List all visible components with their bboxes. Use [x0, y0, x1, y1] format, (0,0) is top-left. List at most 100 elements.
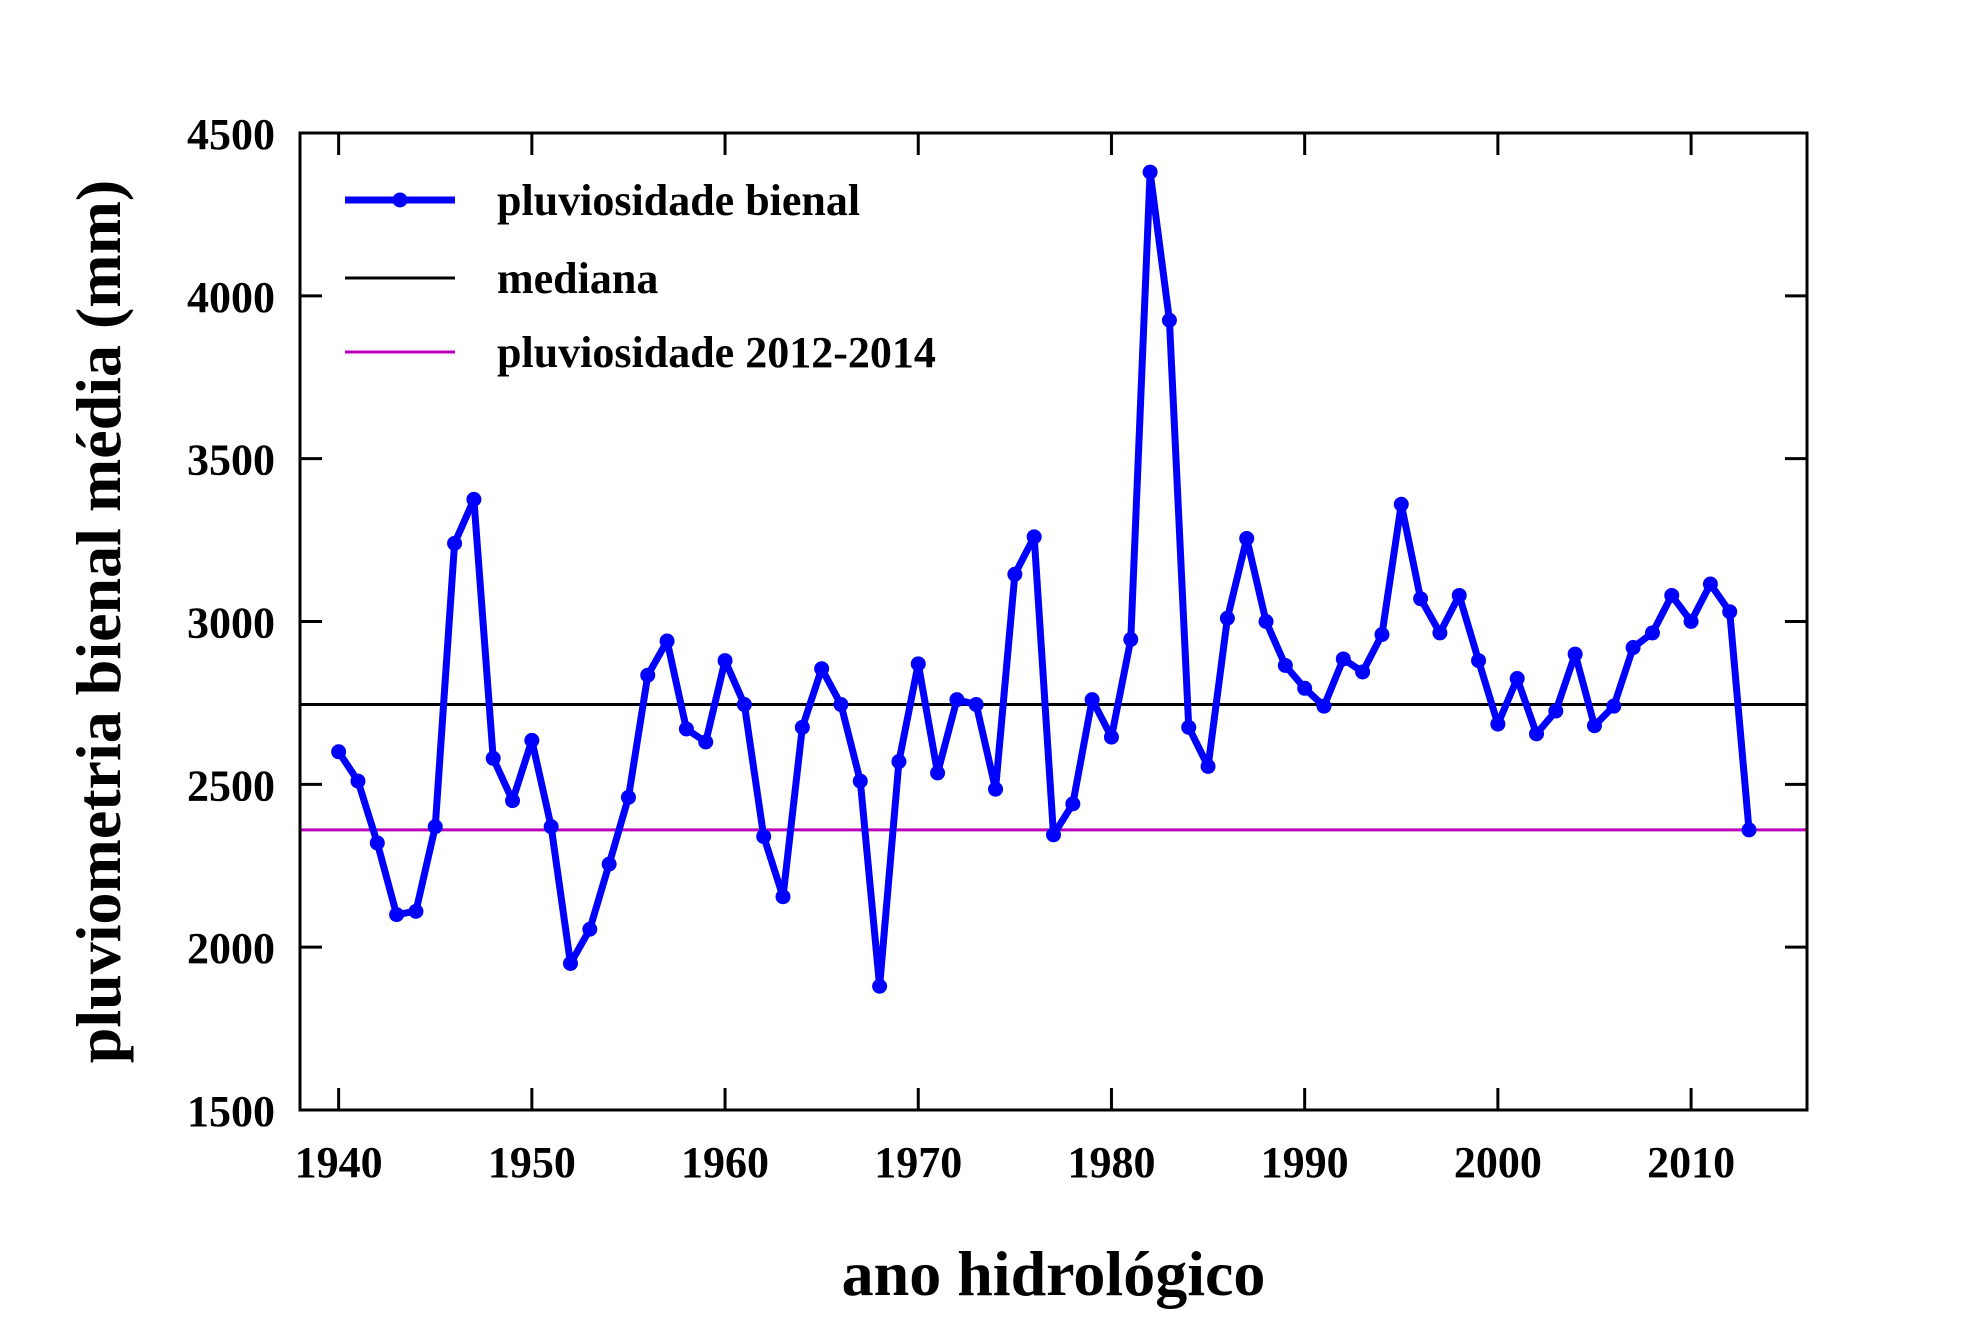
- data-point: [1413, 591, 1429, 607]
- x-tick-label: 1950: [488, 1138, 576, 1187]
- data-point: [1181, 719, 1197, 735]
- data-point: [1200, 758, 1216, 774]
- plot-frame: [298, 131, 1809, 1112]
- data-point: [1297, 680, 1313, 696]
- data-point: [891, 754, 907, 770]
- y-tick-label: 2500: [187, 761, 275, 810]
- legend-label: mediana: [497, 254, 658, 303]
- data-point: [1490, 716, 1506, 732]
- data-point: [794, 719, 810, 735]
- data-point: [640, 667, 656, 683]
- data-point: [988, 781, 1004, 797]
- data-point: [1664, 587, 1680, 603]
- data-point: [930, 765, 946, 781]
- data-point: [1161, 312, 1177, 328]
- data-point: [833, 697, 849, 713]
- data-point: [872, 978, 888, 994]
- data-point: [736, 697, 752, 713]
- data-point: [350, 773, 366, 789]
- data-point: [1567, 646, 1583, 662]
- data-point: [1219, 610, 1235, 626]
- x-axis-label: ano hidrológico: [842, 1238, 1266, 1309]
- x-tick-label: 1990: [1261, 1138, 1349, 1187]
- data-point: [659, 633, 675, 649]
- data-point: [601, 856, 617, 872]
- data-point: [717, 653, 733, 669]
- data-point: [1103, 729, 1119, 745]
- data-point: [524, 732, 540, 748]
- legend-label: pluviosidade bienal: [497, 176, 860, 225]
- data-point: [1722, 604, 1738, 620]
- y-tick-label: 2000: [187, 924, 275, 973]
- data-point: [1142, 164, 1158, 180]
- data-point: [447, 535, 463, 551]
- y-tick-label: 3500: [187, 436, 275, 485]
- data-point: [1239, 530, 1255, 546]
- data-point: [1123, 631, 1139, 647]
- data-point: [1548, 703, 1564, 719]
- data-point: [1471, 653, 1487, 669]
- legend-marker: [392, 192, 408, 208]
- data-point: [1509, 670, 1525, 686]
- legend-label: pluviosidade 2012-2014: [497, 328, 936, 377]
- data-point: [775, 889, 791, 905]
- data-point: [814, 661, 830, 677]
- data-point: [466, 491, 482, 507]
- y-tick-label: 1500: [187, 1087, 275, 1136]
- data-point: [1046, 827, 1061, 843]
- data-point: [620, 789, 636, 805]
- x-tick-label: 2010: [1647, 1138, 1735, 1187]
- data-point: [1432, 625, 1448, 641]
- data-point: [1316, 698, 1332, 714]
- data-point: [389, 907, 405, 923]
- data-point: [505, 793, 521, 809]
- data-point: [331, 744, 347, 760]
- data-point: [543, 819, 559, 835]
- data-point: [1741, 822, 1757, 838]
- data-point: [1683, 614, 1699, 629]
- data-point: [1277, 657, 1293, 673]
- data-point: [1586, 718, 1602, 734]
- data-point: [1007, 566, 1023, 582]
- data-point: [1258, 614, 1274, 629]
- data-point: [582, 921, 598, 937]
- y-tick-label: 4000: [187, 273, 275, 322]
- data-point: [1026, 529, 1042, 545]
- x-tick-label: 1940: [295, 1138, 383, 1187]
- data-point: [1606, 698, 1622, 714]
- data-point: [1374, 627, 1390, 643]
- x-tick-label: 1980: [1067, 1138, 1155, 1187]
- data-point: [678, 721, 694, 737]
- legend: pluviosidade bienal mediana pluviosidade 2…: [345, 176, 936, 377]
- data-point: [562, 955, 578, 971]
- data-point: [949, 692, 965, 708]
- data-point: [1451, 587, 1467, 603]
- data-point: [1355, 664, 1371, 680]
- y-axis-label: pluviometria bienal média (mm): [63, 180, 134, 1063]
- data-point: [369, 835, 385, 851]
- data-point: [1702, 576, 1718, 592]
- data-point: [852, 773, 868, 789]
- data-point: [485, 750, 501, 766]
- data-point: [910, 656, 926, 672]
- data-point: [968, 697, 984, 713]
- y-tick-label: 4500: [187, 110, 275, 159]
- data-point: [1393, 496, 1409, 512]
- x-tick-label: 1960: [681, 1138, 769, 1187]
- data-point: [427, 819, 443, 835]
- data-point: [1084, 692, 1100, 708]
- plot-area: [300, 164, 1807, 994]
- axis-ticks: 1940 1950 1960 1970 1980 1990 2000 2010 1500 2000…: [187, 110, 1807, 1187]
- data-point: [408, 903, 424, 919]
- data-point: [1625, 640, 1641, 656]
- data-point: [698, 734, 714, 750]
- data-point: [1065, 796, 1081, 812]
- data-point: [1335, 651, 1351, 667]
- x-tick-label: 2000: [1454, 1138, 1542, 1187]
- x-tick-label: 1970: [874, 1138, 962, 1187]
- data-point: [756, 828, 772, 844]
- data-point: [1529, 726, 1545, 742]
- data-point: [1644, 625, 1660, 641]
- y-tick-label: 3000: [187, 599, 275, 648]
